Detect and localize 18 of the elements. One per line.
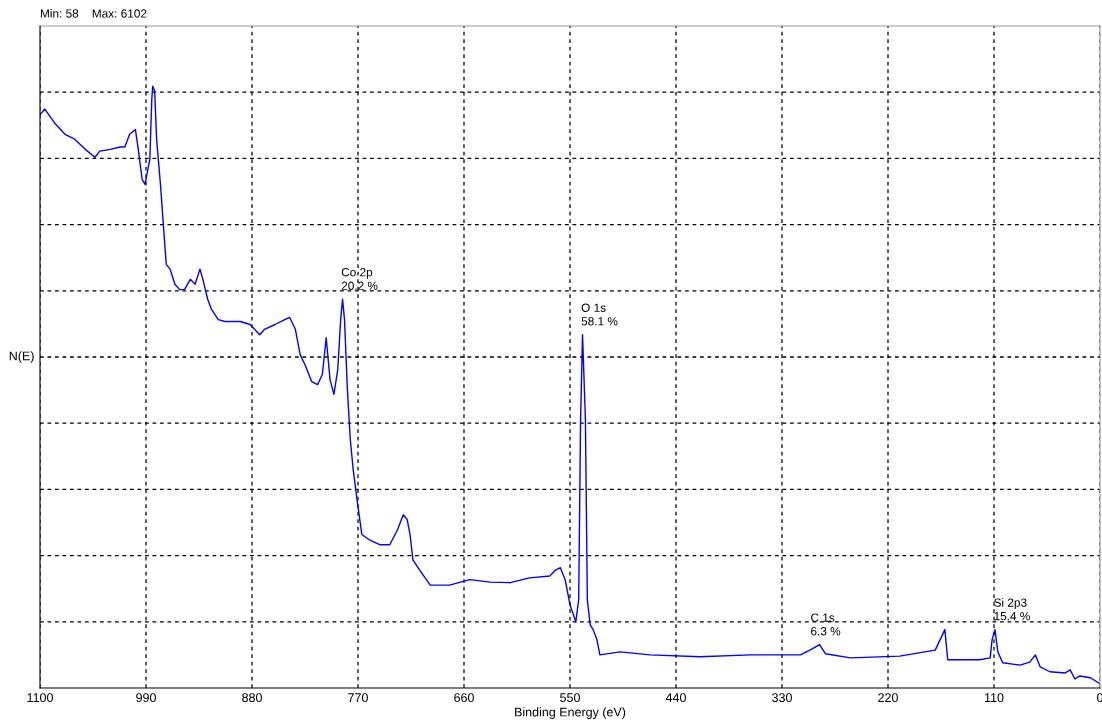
x-tick-label: 110 (984, 693, 1004, 703)
x-tick-label: 990 (136, 693, 156, 703)
annotation: Si 2p3 15.4 % (994, 598, 1030, 621)
x-tick-label: 330 (772, 693, 792, 703)
annotation: Co 2p 20.2 % (341, 268, 378, 290)
x-tick-label: 0 (1097, 693, 1102, 703)
annotation: C 1s 6.3 % (811, 613, 841, 636)
x-axis-title: Binding Energy (eV) (515, 707, 626, 719)
text: Min: 58 Max: 6102 (40, 9, 147, 18)
x-tick-label: 220 (878, 693, 898, 703)
x-tick-label: 880 (242, 693, 262, 703)
annotation: O 1s 58.1 % (581, 303, 618, 326)
x-tick-label: 770 (348, 693, 368, 703)
x-tick-label: 440 (665, 693, 686, 703)
x-tick-label: 550 (560, 693, 580, 703)
x-tick-label: 1100 (27, 693, 53, 703)
y-axis-title: N(E) (9, 351, 34, 363)
x-tick-label: 660 (454, 693, 474, 703)
